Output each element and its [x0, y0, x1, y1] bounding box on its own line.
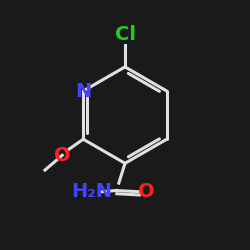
Text: O: O [54, 146, 70, 165]
Text: N: N [75, 82, 92, 100]
Text: Cl: Cl [114, 25, 136, 44]
Text: O: O [138, 182, 154, 201]
Text: H₂N: H₂N [71, 182, 112, 201]
